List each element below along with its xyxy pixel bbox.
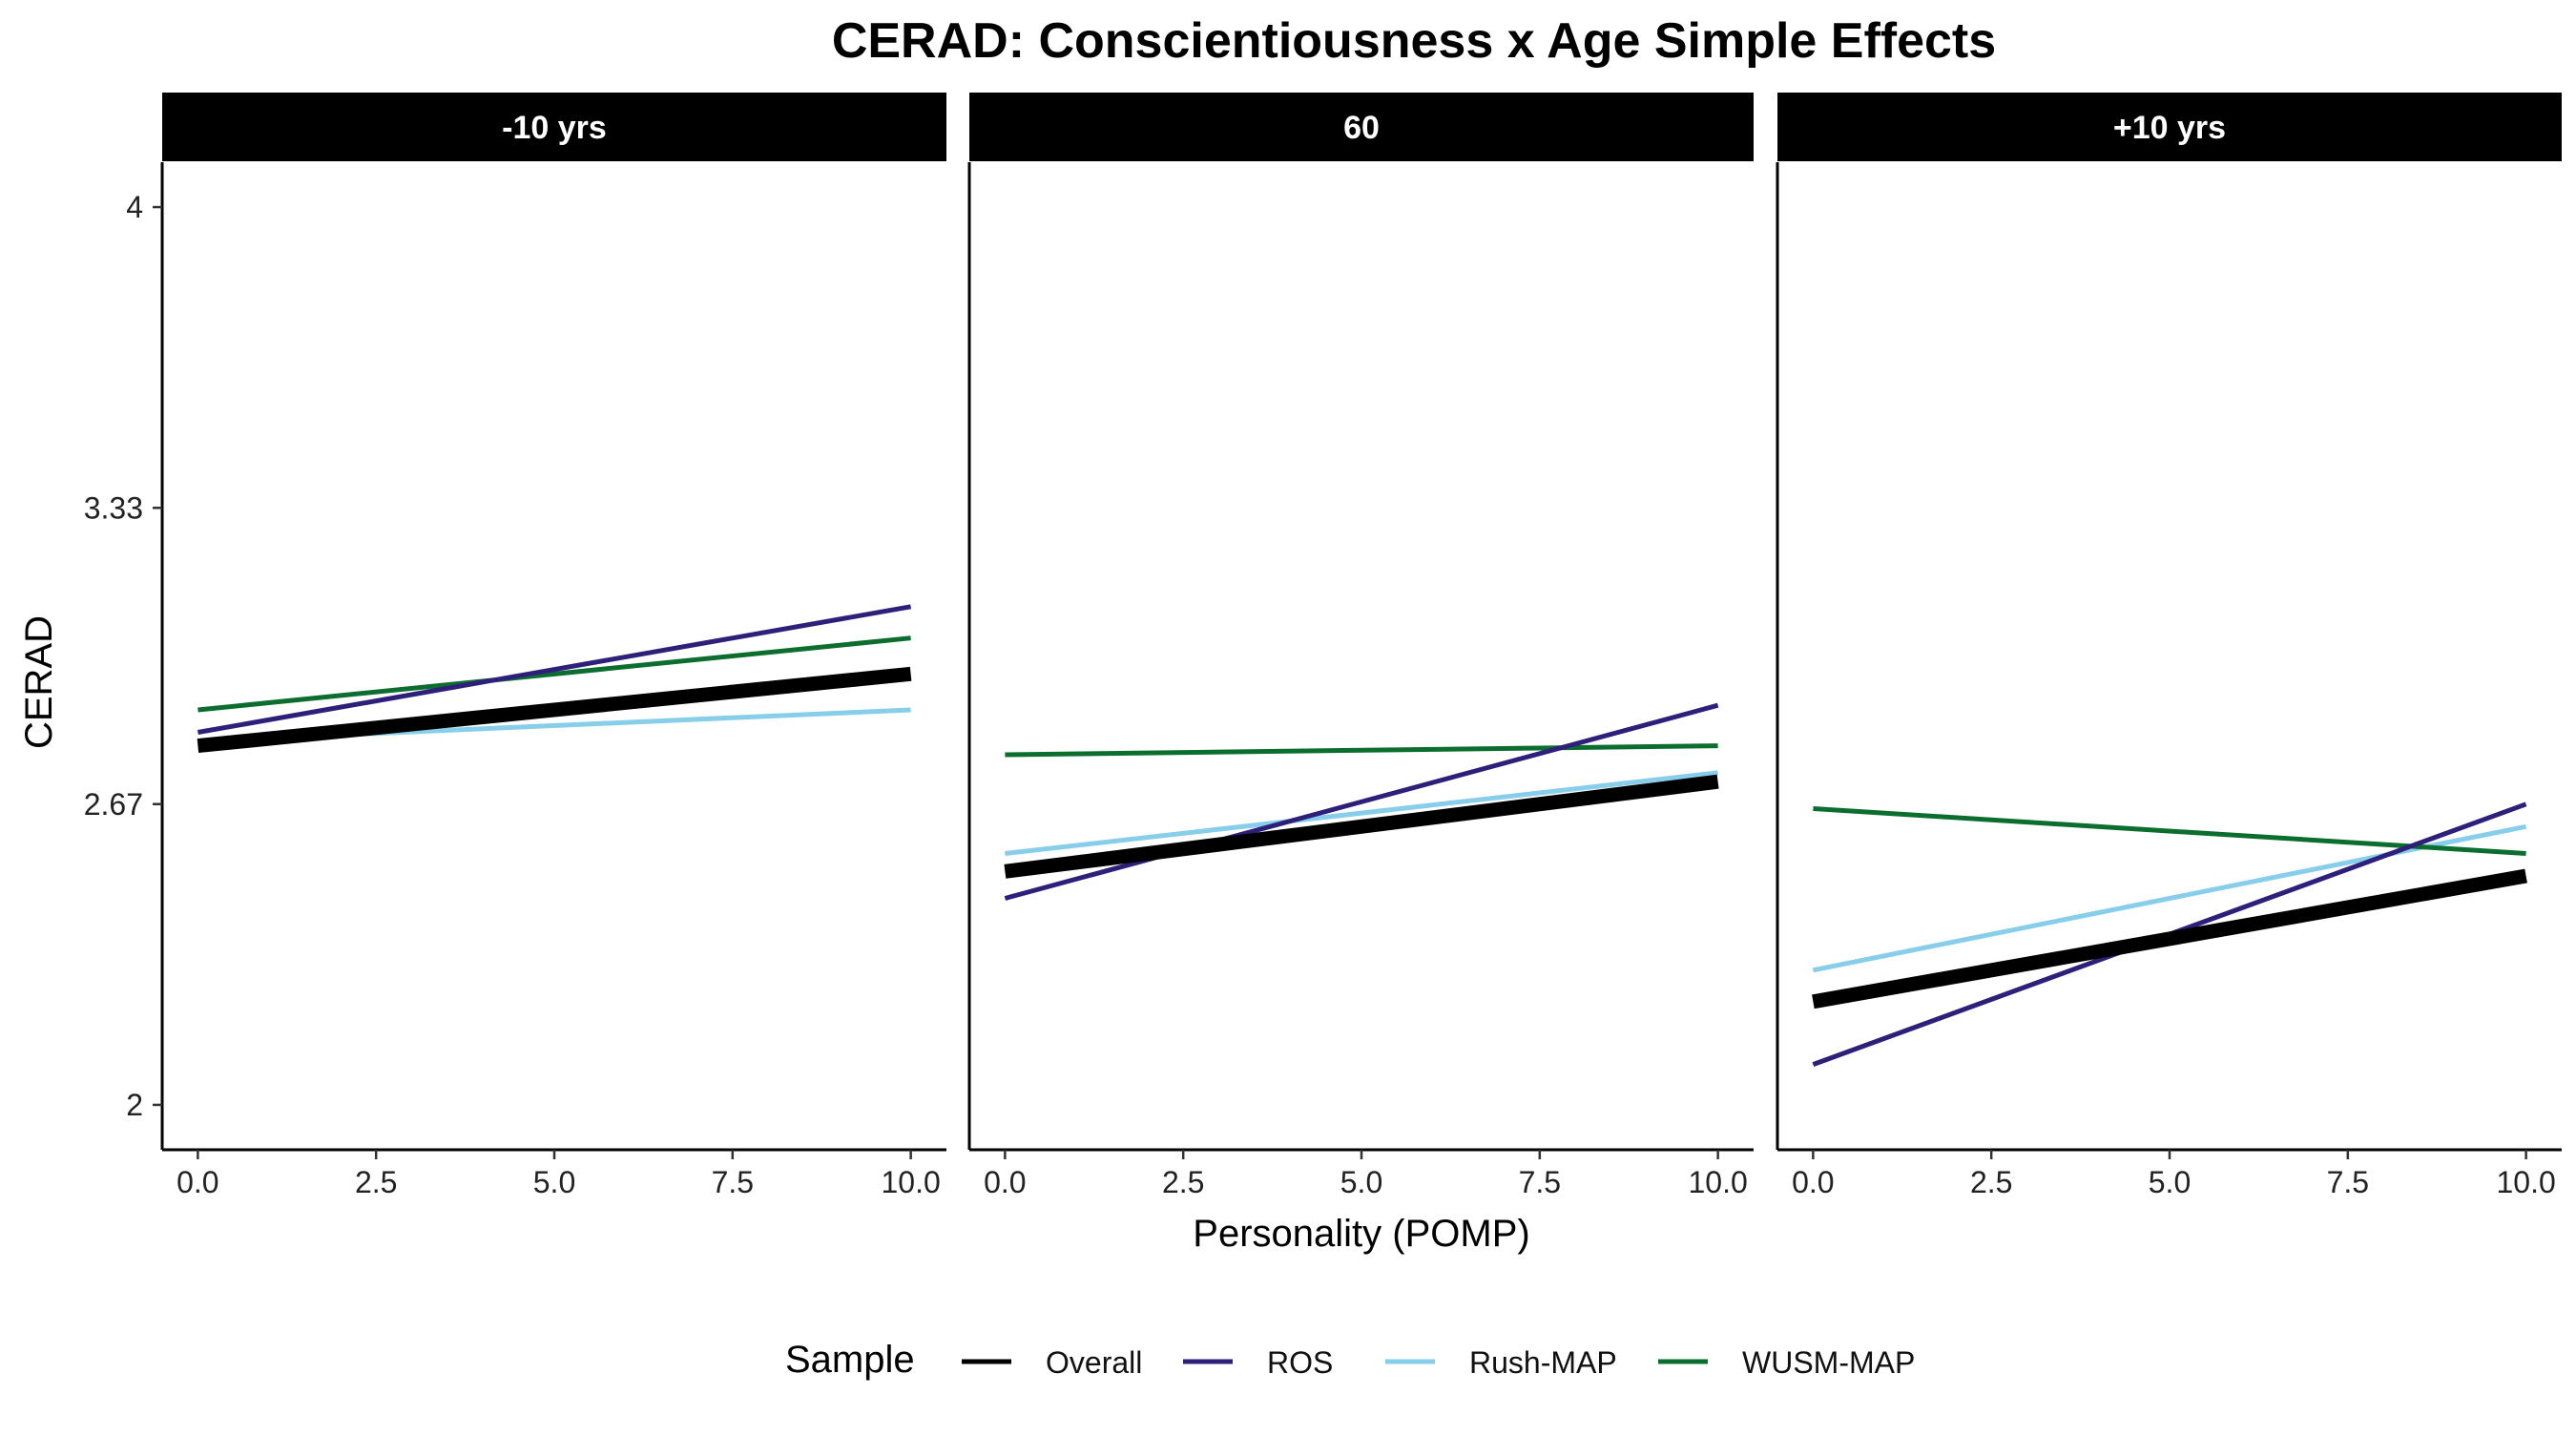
- legend-item-rush-map: Rush-MAP: [1385, 1345, 1617, 1380]
- facet-panel: 60 0.0 2.5 5.0 7.5 10.0: [967, 93, 1754, 1199]
- y-tick-label: 3.33: [84, 490, 143, 525]
- legend-item-ros: ROS: [1183, 1345, 1333, 1380]
- legend-label-wusm-map: WUSM-MAP: [1742, 1345, 1915, 1380]
- facet-panel: -10 yrs 2 2.67 3.33 4 0.0 2.5 5.0 7.5 10.0: [84, 93, 946, 1199]
- x-tick-label: 2.5: [355, 1165, 397, 1199]
- x-tick-label: 7.5: [2327, 1165, 2369, 1199]
- series-line-rush-map: [1005, 770, 1718, 856]
- x-tick-label: 0.0: [984, 1165, 1026, 1199]
- x-tick-label: 10.0: [881, 1165, 940, 1199]
- legend-item-wusm-map: WUSM-MAP: [1658, 1345, 1915, 1380]
- facet-strip: [162, 93, 946, 161]
- series-line-overall: [1004, 774, 1719, 879]
- series-line-overall: [1812, 868, 2527, 1009]
- series-line-overall: [197, 666, 912, 754]
- x-tick-label: 2.5: [1162, 1165, 1204, 1199]
- x-tick-label: 2.5: [1970, 1165, 2012, 1199]
- legend-label-ros: ROS: [1267, 1345, 1333, 1380]
- x-tick-label: 5.0: [533, 1165, 575, 1199]
- facet-strip: [969, 93, 1754, 161]
- facet-panel: +10 yrs 0.0 2.5 5.0 7.5 10.0: [1776, 93, 2562, 1199]
- series-line-ros: [1004, 702, 1719, 901]
- legend-label-overall: Overall: [1046, 1345, 1142, 1380]
- y-tick-label: 4: [126, 190, 143, 224]
- series-line-rush-map: [1812, 823, 2527, 973]
- legend-label-rush-map: Rush-MAP: [1469, 1345, 1617, 1380]
- y-tick-label: 2: [126, 1088, 143, 1122]
- legend-title: Sample: [785, 1339, 915, 1381]
- x-tick-label: 7.5: [1519, 1165, 1561, 1199]
- x-tick-label: 7.5: [712, 1165, 754, 1199]
- facet-strip-label: +10 yrs: [2113, 110, 2226, 146]
- series-line-wusm-map: [197, 635, 911, 713]
- facet-strip-label: 60: [1343, 110, 1380, 146]
- chart-title: CERAD: Conscientiousness x Age Simple Ef…: [832, 13, 1996, 69]
- legend: Sample Overall ROS Rush-MAP WUSM-MAP: [785, 1339, 1915, 1381]
- y-axis-title: CERAD: [18, 615, 60, 749]
- x-tick-label: 10.0: [1688, 1165, 1747, 1199]
- x-axis-title: Personality (POMP): [1193, 1213, 1529, 1255]
- series-line-ros: [197, 604, 912, 735]
- facet-strip-label: -10 yrs: [502, 110, 607, 146]
- x-tick-label: 0.0: [177, 1165, 218, 1199]
- facet-panels: -10 yrs 2 2.67 3.33 4 0.0 2.5 5.0 7.5 10.0 60 0.0 2.…: [84, 93, 2562, 1199]
- facet-strip: [1777, 93, 2562, 161]
- y-tick-label: 2.67: [84, 787, 143, 822]
- x-tick-label: 10.0: [2496, 1165, 2555, 1199]
- x-tick-label: 0.0: [1792, 1165, 1834, 1199]
- x-tick-label: 5.0: [2149, 1165, 2191, 1199]
- legend-item-overall: Overall: [962, 1345, 1142, 1380]
- x-tick-label: 5.0: [1340, 1165, 1382, 1199]
- series-line-wusm-map: [1005, 743, 1718, 758]
